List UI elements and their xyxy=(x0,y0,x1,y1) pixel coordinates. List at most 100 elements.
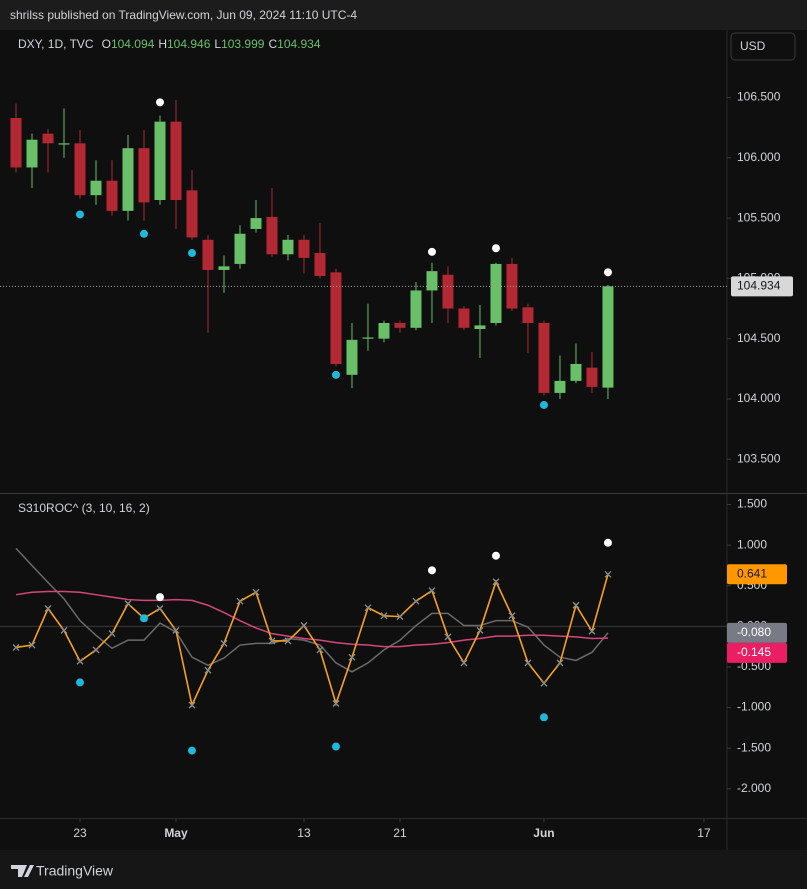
cross-marker xyxy=(156,605,164,612)
candle-body xyxy=(474,325,486,330)
publisher: shrilss published on TradingView.com, Ju… xyxy=(10,8,357,22)
indicator-line xyxy=(15,547,609,673)
candle-body xyxy=(346,339,358,375)
cross-marker xyxy=(460,659,468,667)
signal-dot xyxy=(539,713,548,722)
cross-marker xyxy=(44,605,52,612)
x-tick-label: 17 xyxy=(697,826,711,840)
candle-body xyxy=(26,139,38,168)
y-tick-label: -1.000 xyxy=(737,700,771,714)
candle-body xyxy=(58,143,70,145)
last-price-label: 104.934 xyxy=(737,279,781,293)
cross-marker xyxy=(124,600,132,608)
signal-dot xyxy=(75,210,84,219)
signal-dot xyxy=(187,746,196,755)
currency-button[interactable] xyxy=(730,32,796,61)
x-tick-label: 21 xyxy=(393,826,407,840)
cross-marker xyxy=(60,626,68,634)
y-tick-label: -1.500 xyxy=(737,740,771,754)
cross-marker xyxy=(172,626,180,634)
candle-body xyxy=(90,180,102,196)
pane-title-name: S310ROC^ (3, 10, 16, 2) xyxy=(18,501,150,515)
cross-marker xyxy=(572,601,580,609)
candle-body xyxy=(586,367,598,387)
ohlc-value: 103.999 xyxy=(221,37,265,51)
indicator-line xyxy=(15,590,608,648)
last-value-box xyxy=(727,642,787,663)
candle-body xyxy=(458,308,470,328)
candle-body xyxy=(138,148,150,203)
signal-dot xyxy=(331,370,340,379)
top-bar xyxy=(0,0,807,30)
cross-marker xyxy=(508,612,516,620)
candle-body xyxy=(554,380,566,393)
cross-marker xyxy=(524,659,532,667)
cross-marker xyxy=(540,679,548,687)
candle-body xyxy=(266,216,278,255)
ohlc-value: 104.946 xyxy=(167,37,211,51)
cross-marker xyxy=(204,666,212,674)
signal-dot xyxy=(539,400,548,409)
cross-marker xyxy=(316,646,324,654)
ohlc-value: 104.094 xyxy=(111,37,155,51)
candle-body xyxy=(362,337,374,339)
cross-marker xyxy=(476,626,484,634)
signal-dot xyxy=(75,678,84,687)
candle-body xyxy=(378,322,390,339)
pane-title-name: DXY, 1D, TVC xyxy=(18,37,94,51)
pane-title: S310ROC^ (3, 10, 16, 2) xyxy=(18,501,150,515)
cross-marker xyxy=(92,646,100,654)
candle-body xyxy=(170,121,182,201)
last-price-box xyxy=(731,276,793,297)
candle-body xyxy=(570,363,582,381)
y-tick-label: 1.500 xyxy=(737,497,767,511)
candle-body xyxy=(506,263,518,309)
signal-dot xyxy=(491,551,500,560)
candle-body xyxy=(522,307,534,323)
candle-body xyxy=(250,218,262,229)
cross-marker xyxy=(332,700,340,707)
last-value-box xyxy=(727,564,787,585)
last-value-label: -0.080 xyxy=(737,625,771,639)
cross-marker xyxy=(252,588,260,596)
candle-body xyxy=(426,271,438,291)
candle-body xyxy=(298,239,310,258)
cross-marker xyxy=(236,597,244,605)
last-value-label: 0.641 xyxy=(737,566,767,580)
candle-body xyxy=(314,253,326,276)
ohlc-letter: O xyxy=(102,37,111,51)
ohlc-letter: C xyxy=(268,37,277,51)
y-tick-label: -2.000 xyxy=(737,781,771,795)
signal-dot xyxy=(427,566,436,575)
candle-body xyxy=(442,274,454,309)
x-tick-label: May xyxy=(164,826,188,840)
currency: USD xyxy=(740,39,766,53)
candle-body xyxy=(186,190,198,238)
cross-marker xyxy=(108,630,116,638)
y-tick-label: 106.000 xyxy=(737,150,781,164)
y-tick-label: 104.500 xyxy=(737,331,781,345)
x-tick-label: 13 xyxy=(297,826,311,840)
signal-dot xyxy=(427,247,436,256)
candle-body xyxy=(10,118,22,168)
cross-marker xyxy=(428,587,436,595)
signal-dot xyxy=(155,593,164,602)
cross-marker xyxy=(28,641,36,649)
candle-body xyxy=(282,239,294,255)
ohlc-value: 104.934 xyxy=(277,37,321,51)
cross-marker xyxy=(444,633,452,641)
cross-marker xyxy=(492,578,500,586)
y-tick-label: 1.000 xyxy=(737,537,767,551)
cross-marker xyxy=(412,597,420,605)
cross-marker xyxy=(364,604,372,612)
candle-body xyxy=(154,121,166,201)
candle-body xyxy=(330,272,342,364)
candle-body xyxy=(410,290,422,328)
cross-marker xyxy=(588,627,596,635)
signal-dot xyxy=(603,268,612,277)
candle-body xyxy=(490,263,502,323)
candle-body xyxy=(106,180,118,211)
